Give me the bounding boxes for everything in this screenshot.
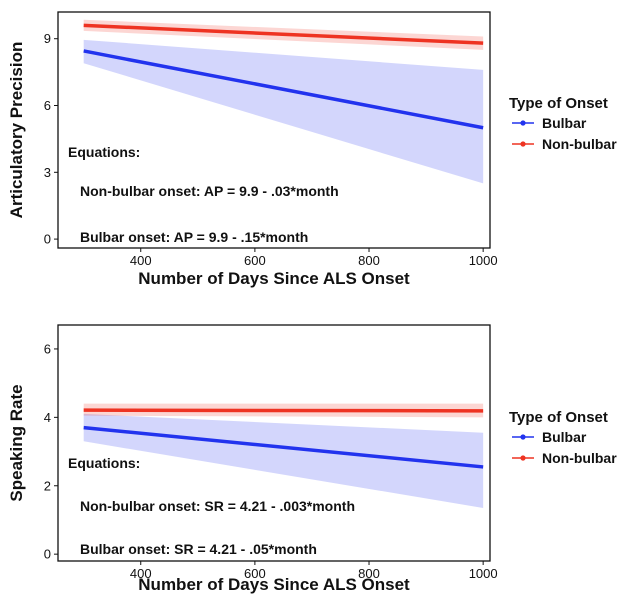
y-axis-label: Articulatory Precision [7, 42, 26, 219]
y-tick-label: 6 [44, 98, 51, 113]
fit-line-bulbar [83, 49, 484, 130]
y-tick-label: 2 [44, 478, 51, 493]
legend-item-bulbar: Bulbar [542, 429, 587, 445]
y-tick-label: 6 [44, 341, 51, 356]
x-tick-label: 800 [358, 566, 380, 581]
legend-swatch-dot-bulbar [520, 434, 526, 440]
x-tick-label: 400 [130, 566, 152, 581]
bulbar-equation: Bulbar onset: SR = 4.21 - .05*month [80, 541, 317, 557]
legend-item-bulbar: Bulbar [542, 115, 587, 131]
x-axis-label: Number of Days Since ALS Onset [138, 269, 410, 288]
legend: Type of Onset Bulbar Non-bulbar [509, 95, 617, 152]
plot-area [83, 19, 484, 184]
y-axis-label: Speaking Rate [7, 384, 26, 501]
x-tick-label: 600 [244, 253, 266, 268]
legend-swatch-dot-nonbulbar [520, 141, 526, 147]
chart-panel-1: 400 600 800 1000 0 3 6 9 Number of Days Since AL… [7, 11, 617, 288]
bulbar-equation: Bulbar onset: AP = 9.9 - .15*month [80, 229, 308, 245]
y-tick-label: 3 [44, 165, 51, 180]
plot-area [83, 403, 484, 508]
x-tick-label: 800 [358, 253, 380, 268]
nonbulbar-equation: Non-bulbar onset: AP = 9.9 - .03*month [80, 183, 339, 199]
fit-line-nonbulbar [83, 408, 484, 413]
x-tick-label: 400 [130, 253, 152, 268]
equations-heading: Equations: [68, 455, 140, 471]
nonbulbar-equation: Non-bulbar onset: SR = 4.21 - .003*month [80, 498, 355, 514]
legend-title: Type of Onset [509, 95, 608, 112]
fit-line-bulbar [83, 425, 484, 469]
x-tick-label: 600 [244, 566, 266, 581]
x-tick-label: 1000 [469, 566, 498, 581]
plot-frame [57, 11, 491, 249]
legend-item-nonbulbar: Non-bulbar [542, 450, 617, 466]
y-tick-label: 0 [44, 547, 51, 562]
y-tick-label: 4 [44, 410, 51, 425]
legend-title: Type of Onset [509, 409, 608, 426]
y-tick-label: 0 [44, 232, 51, 247]
plot-frame [57, 324, 491, 562]
chart-panel-2: 400 600 800 1000 0 2 4 6 Number of Days Since AL… [7, 324, 617, 594]
fit-line-nonbulbar [83, 23, 484, 45]
confidence-band-bulbar [83, 39, 484, 184]
equations-heading: Equations: [68, 144, 140, 160]
legend-swatch-dot-nonbulbar [520, 455, 526, 461]
y-tick-label: 9 [44, 31, 51, 46]
legend-item-nonbulbar: Non-bulbar [542, 136, 617, 152]
x-tick-label: 1000 [469, 253, 498, 268]
x-axis-label: Number of Days Since ALS Onset [138, 575, 410, 594]
legend-swatch-dot-bulbar [520, 120, 526, 126]
legend: Type of Onset Bulbar Non-bulbar [509, 409, 617, 466]
